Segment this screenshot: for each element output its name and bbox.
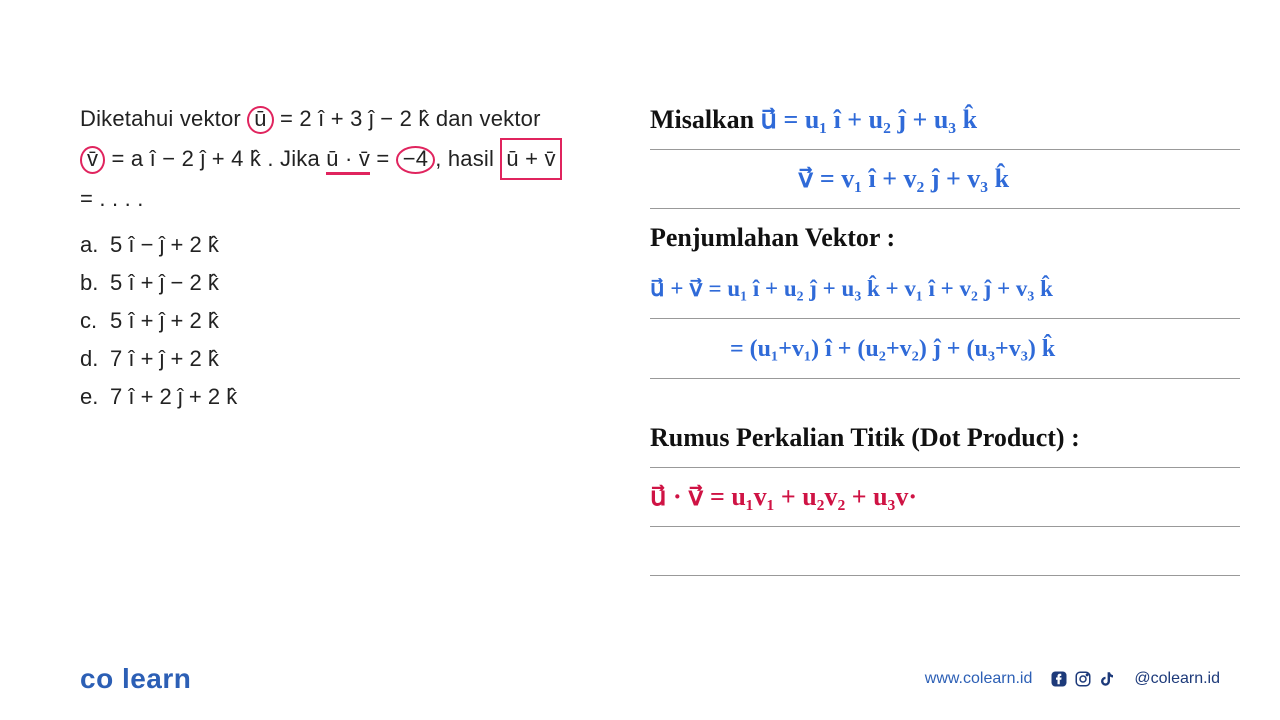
rule-line: [650, 378, 1240, 379]
option-label: c.: [80, 302, 110, 340]
hw-line-3: Penjumlahan Vektor :: [650, 213, 1240, 263]
logo-text: co learn: [80, 663, 191, 694]
option-expr: 5 î + ĵ − 2 k̂: [110, 270, 219, 295]
facebook-icon: [1050, 670, 1068, 688]
u-def: = 2 î + 3 ĵ − 2 k̂ dan vektor: [274, 106, 541, 131]
hw-line-4: u⃗ + v⃗ = u₁ î + u₂ ĵ + u₃ k̂ + v₁ î …: [650, 263, 1240, 314]
option-c: c.5 î + ĵ + 2 k̂: [80, 302, 620, 340]
brand-logo: co learn: [80, 663, 191, 695]
option-label: b.: [80, 264, 110, 302]
option-a: a.5 î − ĵ + 2 k̂: [80, 226, 620, 264]
footer-right: www.colearn.id @colearn.id: [925, 670, 1220, 688]
hw-line-7: u⃗ · v⃗ = u₁v₁ + u₂v₂ + u₃v·: [650, 472, 1240, 522]
rule-line: [650, 318, 1240, 319]
footer-url: www.colearn.id: [925, 670, 1033, 688]
hw-sum-expand: u⃗ + v⃗ = u₁ î + u₂ ĵ + u₃ k̂ + v₁ î …: [650, 276, 1053, 301]
hw-penjumlahan: Penjumlahan Vektor :: [650, 223, 895, 252]
page: Diketahui vektor ū = 2 î + 3 ĵ − 2 k̂…: [0, 0, 1280, 720]
v-circled: v̄: [80, 146, 105, 174]
hasil-text: hasil: [442, 146, 501, 171]
problem-column: Diketahui vektor ū = 2 î + 3 ĵ − 2 k̂…: [0, 0, 640, 720]
dot-product-expr: ū · v̄: [326, 146, 370, 175]
option-label: e.: [80, 378, 110, 416]
equals-sign: =: [370, 146, 396, 171]
rule-line: [650, 467, 1240, 468]
hw-misalkan: Misalkan: [650, 105, 761, 134]
tiktok-icon: [1098, 670, 1116, 688]
option-e: e.7 î + 2 ĵ + 2 k̂: [80, 378, 620, 416]
sum-boxed: ū + v̄: [500, 138, 561, 180]
hw-rumus: Rumus Perkalian Titik (Dot Product) :: [650, 423, 1080, 452]
rule-line: [650, 208, 1240, 209]
handwritten-notes: Misalkan u⃗ = u₁ î + u₂ ĵ + u₃ k̂ v⃗ =…: [650, 95, 1240, 576]
rule-line: [650, 149, 1240, 150]
option-expr: 7 î + ĵ + 2 k̂: [110, 346, 219, 371]
hw-sum-result: = (u₁+v₁) î + (u₂+v₂) ĵ + (u₃+v₃) k̂: [730, 336, 1055, 362]
spacer: [650, 531, 1240, 571]
v-def: = a î − 2 ĵ + 4 k̂ . Jika: [105, 146, 326, 171]
social-handle: @colearn.id: [1134, 670, 1220, 688]
solution-column: Misalkan u⃗ = u₁ î + u₂ ĵ + u₃ k̂ v⃗ =…: [640, 0, 1280, 720]
option-expr: 5 î + ĵ + 2 k̂: [110, 308, 219, 333]
hw-line-1: Misalkan u⃗ = u₁ î + u₂ ĵ + u₃ k̂: [650, 95, 1240, 145]
hw-line-5: = (u₁+v₁) î + (u₂+v₂) ĵ + (u₃+v₃) k̂: [650, 323, 1240, 374]
instagram-icon: [1074, 670, 1092, 688]
social-icons: [1050, 670, 1116, 688]
answer-options: a.5 î − ĵ + 2 k̂ b.5 î + ĵ − 2 k̂ c.…: [80, 226, 620, 416]
hw-v-def: v⃗ = v₁ î + v₂ ĵ + v₃ k̂: [798, 164, 1009, 193]
u-circled: ū: [247, 106, 273, 134]
option-b: b.5 î + ĵ − 2 k̂: [80, 264, 620, 302]
hw-u-def: u⃗ = u₁ î + u₂ ĵ + u₃ k̂: [761, 105, 978, 134]
spacer: [650, 383, 1240, 413]
hw-line-2: v⃗ = v₁ î + v₂ ĵ + v₃ k̂: [650, 154, 1240, 204]
rule-line: [650, 526, 1240, 527]
footer: co learn www.colearn.id @colearn.id: [80, 663, 1220, 695]
option-label: a.: [80, 226, 110, 264]
text-diketahui: Diketahui vektor: [80, 106, 247, 131]
option-label: d.: [80, 340, 110, 378]
option-d: d.7 î + ĵ + 2 k̂: [80, 340, 620, 378]
option-expr: 7 î + 2 ĵ + 2 k̂: [110, 384, 237, 409]
problem-statement: Diketahui vektor ū = 2 î + 3 ĵ − 2 k̂…: [80, 100, 620, 218]
option-expr: 5 î − ĵ + 2 k̂: [110, 232, 219, 257]
hw-dot-product: u⃗ · v⃗ = u₁v₁ + u₂v₂ + u₃v·: [650, 482, 917, 511]
equals-dots: = . . . .: [80, 186, 144, 211]
rule-line: [650, 575, 1240, 576]
dot-value-circled: −4: [396, 146, 435, 174]
hw-line-6: Rumus Perkalian Titik (Dot Product) :: [650, 413, 1240, 463]
